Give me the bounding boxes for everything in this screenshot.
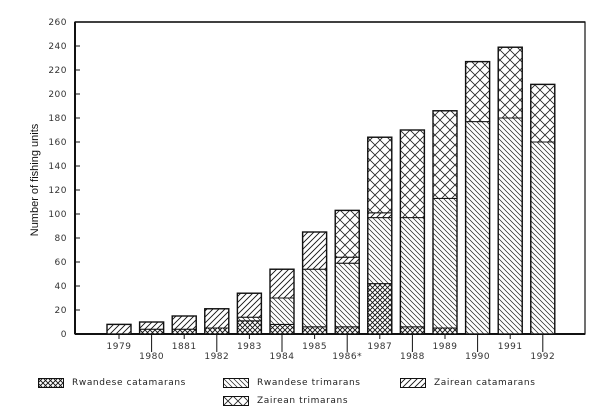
x-axis-ticks: 1979 1980 1881 1982 1983 1984 1985 1986* 1987 198… bbox=[107, 334, 555, 362]
y-tick-label: 80 bbox=[55, 234, 67, 244]
bar-1989 bbox=[432, 110, 458, 335]
bar-segment bbox=[204, 327, 230, 335]
bar-segment bbox=[204, 308, 230, 329]
bar-1990 bbox=[464, 60, 491, 335]
bar-1987 bbox=[367, 136, 393, 335]
bar-segment bbox=[367, 136, 393, 214]
x-tick-label: 1982 bbox=[204, 352, 229, 362]
bar-1984 bbox=[269, 268, 295, 335]
x-tick-label: 1986* bbox=[332, 352, 362, 362]
x-tick-label: 1987 bbox=[367, 342, 392, 352]
bar-1881 bbox=[171, 315, 197, 335]
x-tick-label: 1992 bbox=[530, 352, 555, 362]
y-axis-ticks: 0 20 40 60 80 100 120 140 160 180 200 220 240 260 bbox=[48, 18, 80, 340]
x-tick-label: 1983 bbox=[237, 342, 262, 352]
bar-segment bbox=[269, 297, 295, 325]
bar-segment bbox=[432, 110, 458, 199]
bar-segment bbox=[334, 256, 360, 264]
bar-segment bbox=[269, 323, 295, 335]
bar-segment bbox=[465, 121, 491, 335]
y-tick-label: 160 bbox=[48, 138, 67, 148]
x-tick-label: 1989 bbox=[433, 342, 458, 352]
bar-segment bbox=[269, 268, 295, 299]
x-tick-label: 1984 bbox=[270, 352, 295, 362]
y-tick-label: 220 bbox=[48, 66, 67, 76]
bar-1985 bbox=[301, 231, 328, 335]
x-tick-label: 1990 bbox=[465, 352, 490, 362]
bar-segment bbox=[236, 316, 262, 322]
bar-segment bbox=[497, 46, 523, 119]
bar-segment bbox=[367, 217, 393, 285]
y-axis-title: Number of fishing units bbox=[29, 123, 41, 236]
bar-segment bbox=[530, 141, 556, 335]
bar-segment bbox=[399, 129, 425, 219]
y-tick-label: 20 bbox=[55, 306, 67, 316]
y-tick-label: 40 bbox=[55, 282, 67, 292]
bar-1992 bbox=[530, 83, 556, 335]
x-tick-label: 1881 bbox=[172, 342, 197, 352]
bar-segment bbox=[334, 262, 360, 328]
bar-segment bbox=[399, 326, 425, 335]
bar-segment bbox=[367, 283, 393, 335]
y-tick-label: 260 bbox=[48, 18, 67, 28]
x-tick-label: 1991 bbox=[498, 342, 523, 352]
bar-1986 bbox=[334, 209, 360, 335]
bar-segment bbox=[465, 61, 491, 123]
y-tick-label: 60 bbox=[55, 258, 67, 268]
y-tick-label: 180 bbox=[48, 114, 67, 124]
x-tick-label: 1979 bbox=[107, 342, 132, 352]
y-tick-label: 140 bbox=[48, 162, 67, 172]
y-tick-label: 120 bbox=[48, 186, 67, 196]
bar-segment bbox=[171, 328, 197, 335]
bar-1983 bbox=[236, 292, 263, 335]
bar-segment bbox=[334, 209, 360, 258]
bar-1980 bbox=[138, 321, 165, 335]
bar-segment bbox=[302, 268, 328, 328]
bar-segment bbox=[106, 323, 132, 335]
bar-segment bbox=[432, 327, 458, 335]
bar-1988 bbox=[399, 129, 426, 335]
bar-1979 bbox=[106, 323, 132, 335]
bar-segment bbox=[497, 117, 523, 335]
bar-1991 bbox=[497, 46, 523, 335]
x-tick-label: 1980 bbox=[139, 352, 164, 362]
bar-segment bbox=[302, 326, 328, 335]
bar-segment bbox=[139, 328, 165, 335]
y-tick-label: 0 bbox=[61, 330, 67, 340]
y-tick-label: 240 bbox=[48, 42, 67, 52]
bar-segment bbox=[236, 292, 262, 318]
x-tick-label: 1988 bbox=[400, 352, 425, 362]
bar-segment bbox=[399, 217, 425, 328]
bar-segment bbox=[302, 231, 328, 270]
x-tick-label: 1985 bbox=[302, 342, 327, 352]
y-tick-label: 200 bbox=[48, 90, 67, 100]
bar-segment bbox=[236, 320, 262, 335]
bar-segment bbox=[367, 212, 393, 219]
bar-segment bbox=[432, 197, 458, 329]
bar-segment bbox=[530, 83, 556, 143]
y-tick-label: 100 bbox=[48, 210, 67, 220]
bar-segment bbox=[171, 315, 197, 330]
bar-segment bbox=[334, 326, 360, 335]
bar-segment bbox=[139, 321, 165, 330]
bar-1982 bbox=[204, 308, 230, 335]
bars bbox=[106, 46, 556, 335]
